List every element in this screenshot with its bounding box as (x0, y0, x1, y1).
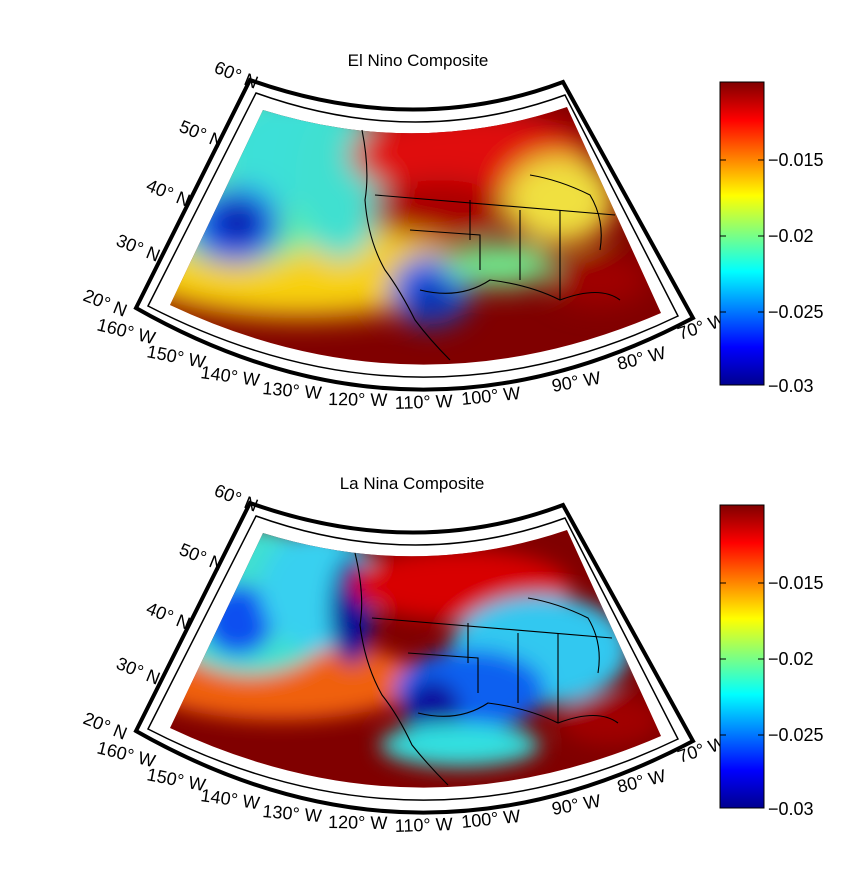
lon-label: 80° W (615, 766, 668, 797)
lat-label: 30° N (114, 230, 163, 265)
colorbar-tick: −0.02 (768, 649, 814, 669)
lat-label: 30° N (114, 653, 163, 688)
lat-label: 50° N (177, 539, 226, 574)
lon-label: 120° W (328, 812, 388, 833)
map-frame-inner (146, 92, 680, 378)
lon-label: 150° W (145, 341, 207, 372)
colorbar-tick: −0.03 (768, 799, 814, 819)
colorbar: −0.015 −0.02 −0.025 −0.03 (719, 81, 824, 396)
colorbar-tick: −0.03 (768, 376, 814, 396)
map-frame-inner (146, 515, 680, 801)
colorbar-tick: −0.025 (768, 302, 824, 322)
lon-label: 150° W (145, 764, 207, 795)
colorbar: −0.015 −0.02 −0.025 −0.03 (719, 504, 824, 819)
lon-label: 110° W (394, 814, 453, 836)
lat-label: 50° N (177, 116, 226, 151)
colorbar-tick: −0.015 (768, 573, 824, 593)
panel-el-nino: El Nino Composite (81, 51, 824, 413)
lon-label: 130° W (262, 378, 323, 403)
colorbar-tick: −0.02 (768, 226, 814, 246)
lon-label: 140° W (199, 362, 260, 390)
lon-label: 140° W (199, 785, 260, 813)
lon-label: 110° W (394, 391, 453, 413)
panel-la-nina: La Nina Composite (81, 474, 824, 836)
panel-title: El Nino Composite (348, 51, 489, 70)
colorbar-tick: −0.015 (768, 150, 824, 170)
lat-label: 60° N (212, 480, 261, 515)
data-field (170, 107, 661, 365)
map-frame (133, 77, 696, 392)
lat-label: 40° N (144, 175, 193, 210)
lon-label: 80° W (615, 343, 668, 374)
lat-label: 40° N (144, 598, 193, 633)
coastlines (354, 552, 619, 786)
coastlines (361, 129, 621, 361)
map-frame (133, 500, 696, 815)
lat-label: 60° N (212, 57, 261, 92)
lon-label: 130° W (262, 801, 323, 826)
panel-title: La Nina Composite (340, 474, 485, 493)
lon-label: 120° W (328, 389, 388, 410)
colorbar-tick: −0.025 (768, 725, 824, 745)
